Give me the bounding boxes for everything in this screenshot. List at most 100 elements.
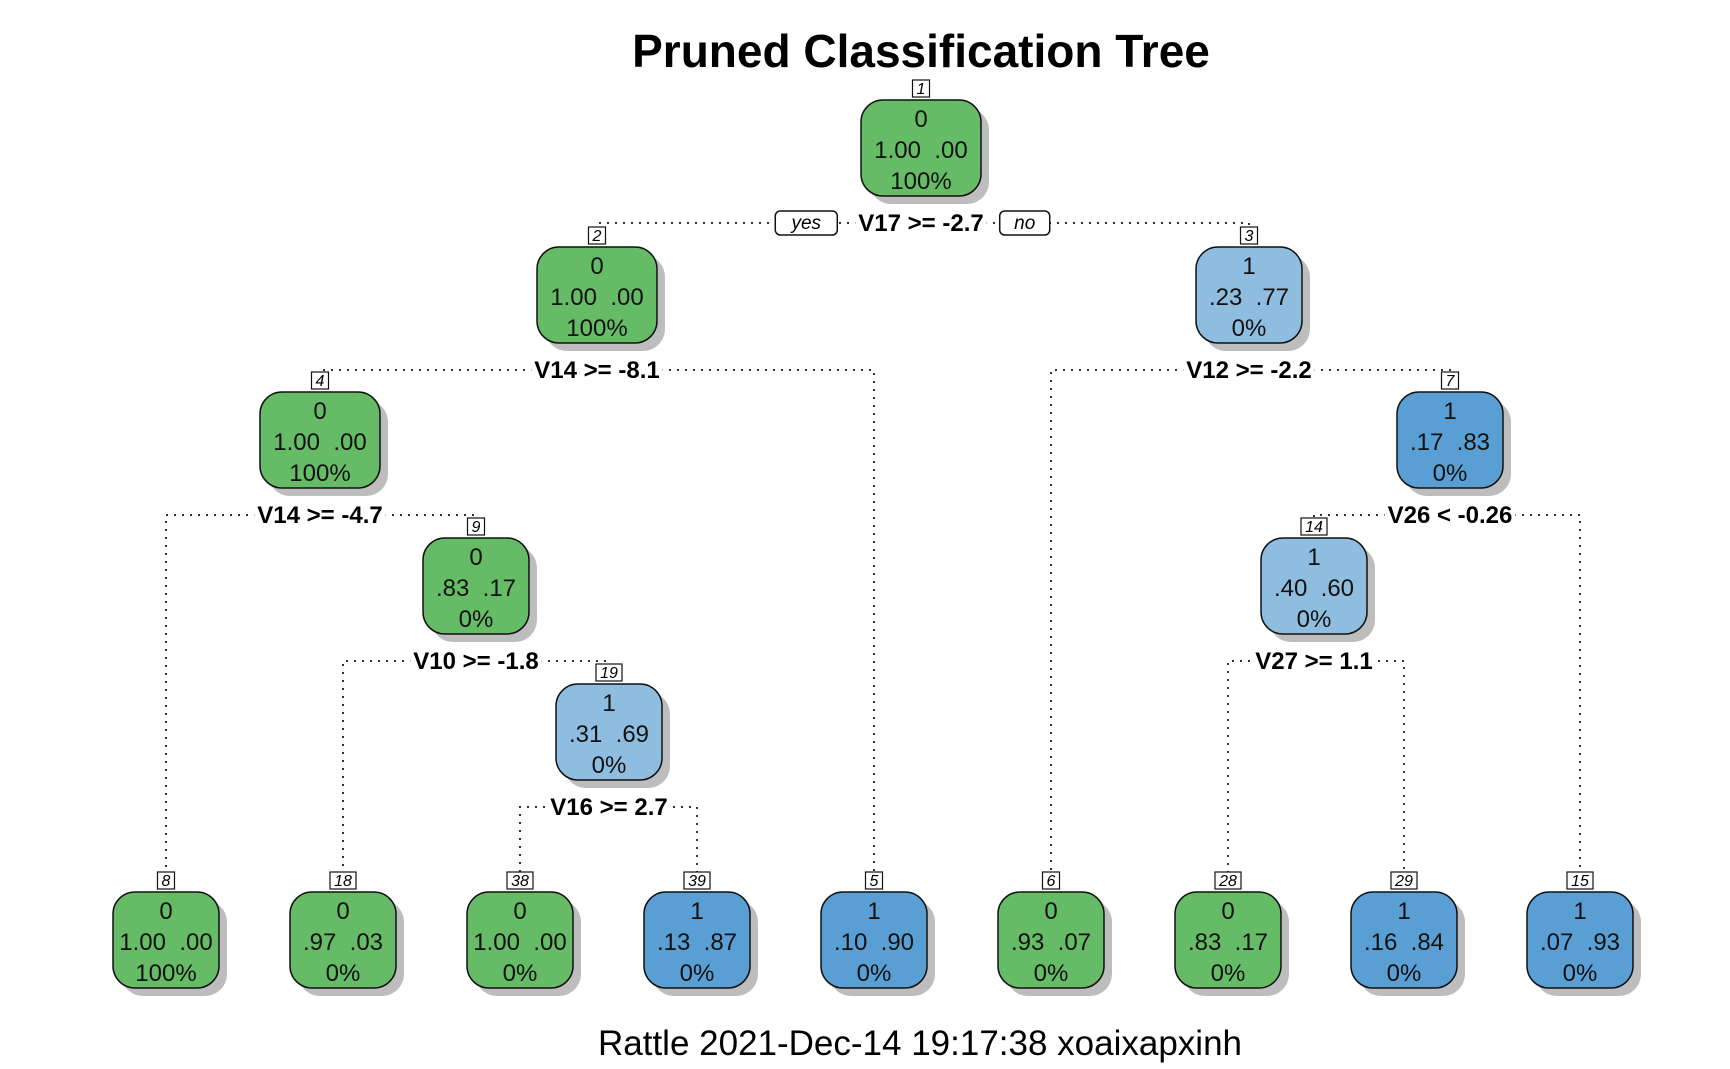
node-id-label: 14 bbox=[1305, 519, 1323, 536]
node-percent: 0% bbox=[459, 606, 494, 633]
split-rule-bg bbox=[1384, 501, 1516, 530]
no-branch-box bbox=[998, 210, 1051, 236]
tree-node-6: 6 0 .93 .07 0% bbox=[997, 871, 1112, 996]
split-rule-4: V14 >= -4.7 bbox=[257, 502, 382, 529]
node-class-label: 0 bbox=[1221, 898, 1234, 925]
node-percent: 100% bbox=[289, 460, 350, 487]
node-class-label: 1 bbox=[867, 898, 880, 925]
tree-edges bbox=[165, 222, 1581, 884]
split-rule-2: V14 >= -8.1 bbox=[534, 357, 659, 384]
split-rule-3: V12 >= -2.2 bbox=[1186, 357, 1311, 384]
node-class-label: 0 bbox=[513, 898, 526, 925]
node-percent: 0% bbox=[680, 960, 715, 987]
node-id-label: 3 bbox=[1245, 228, 1254, 245]
node-id-label: 6 bbox=[1047, 873, 1056, 890]
split-rule-19: V16 >= 2.7 bbox=[550, 794, 667, 821]
tree-node-15: 15 1 .07 .93 0% bbox=[1526, 871, 1641, 996]
edge-19-39 bbox=[609, 806, 698, 884]
split-rule-bg bbox=[1252, 647, 1376, 676]
split-rule-9: V10 >= -1.8 bbox=[413, 648, 538, 675]
node-id-label: 38 bbox=[511, 873, 529, 890]
node-id-box bbox=[329, 871, 357, 890]
node-id-box bbox=[506, 871, 534, 890]
node-probabilities: .97 .03 bbox=[303, 929, 383, 956]
edge-14-28 bbox=[1227, 660, 1314, 884]
node-probabilities: .17 .83 bbox=[1410, 429, 1490, 456]
node-id-label: 18 bbox=[334, 873, 352, 890]
node-id-label: 5 bbox=[870, 873, 879, 890]
node-probabilities: .83 .17 bbox=[436, 575, 516, 602]
node-box bbox=[860, 99, 982, 197]
node-box bbox=[259, 391, 381, 489]
split-rule-7: V26 < -0.26 bbox=[1388, 502, 1513, 529]
node-id-label: 2 bbox=[592, 228, 602, 245]
node-id-label: 29 bbox=[1394, 873, 1413, 890]
tree-node-29: 29 1 .16 .84 0% bbox=[1350, 871, 1465, 996]
node-class-label: 0 bbox=[469, 544, 482, 571]
tree-node-39: 39 1 .13 .87 0% bbox=[643, 871, 758, 996]
node-id-label: 19 bbox=[600, 665, 618, 682]
node-probabilities: .10 .90 bbox=[834, 929, 914, 956]
node-class-label: 0 bbox=[1044, 898, 1057, 925]
node-box bbox=[1195, 246, 1303, 344]
tree-node-7: 7 1 .17 .83 0% bbox=[1396, 371, 1511, 496]
node-probabilities: .83 .17 bbox=[1188, 929, 1268, 956]
node-box bbox=[643, 891, 751, 989]
node-class-label: 1 bbox=[1242, 253, 1255, 280]
node-id-box bbox=[911, 79, 931, 98]
no-branch-label: no bbox=[1014, 213, 1035, 234]
node-id-label: 7 bbox=[1446, 373, 1456, 390]
node-id-box bbox=[1041, 871, 1061, 890]
node-probabilities: .31 .69 bbox=[569, 721, 649, 748]
node-id-box bbox=[466, 517, 486, 536]
node-probabilities: .93 .07 bbox=[1011, 929, 1091, 956]
node-box bbox=[536, 246, 658, 344]
edge-7-15 bbox=[1450, 514, 1581, 884]
node-id-box bbox=[1300, 517, 1328, 536]
node-id-label: 4 bbox=[316, 373, 325, 390]
node-probabilities: 1.00 .00 bbox=[473, 929, 566, 956]
node-box bbox=[1526, 891, 1634, 989]
node-id-box bbox=[1214, 871, 1242, 890]
node-id-label: 9 bbox=[472, 519, 481, 536]
yes-branch-label: yes bbox=[789, 213, 821, 234]
node-box bbox=[1396, 391, 1504, 489]
tree-node-18: 18 0 .97 .03 0% bbox=[289, 871, 404, 996]
node-percent: 0% bbox=[1232, 315, 1267, 342]
node-id-box bbox=[156, 871, 176, 890]
node-percent: 0% bbox=[592, 752, 627, 779]
node-probabilities: .16 .84 bbox=[1364, 929, 1444, 956]
split-rule-bg bbox=[547, 793, 671, 822]
yes-branch-box bbox=[774, 210, 839, 236]
edge-1-3 bbox=[921, 222, 1250, 239]
split-labels: V17 >= -2.7 yes no V14 >= -8.1 V12 >= -2.2 V1… bbox=[254, 209, 1516, 822]
tree-node-1: 1 0 1.00 .00 100% bbox=[860, 79, 989, 204]
node-class-label: 0 bbox=[914, 106, 927, 133]
edge-3-7 bbox=[1249, 369, 1451, 384]
node-box bbox=[422, 537, 530, 635]
node-id-box bbox=[587, 226, 607, 245]
node-box bbox=[1350, 891, 1458, 989]
node-class-label: 1 bbox=[1443, 398, 1456, 425]
node-box bbox=[1260, 537, 1368, 635]
node-box bbox=[289, 891, 397, 989]
tree-node-3: 3 1 .23 .77 0% bbox=[1195, 226, 1310, 351]
node-id-label: 28 bbox=[1218, 873, 1237, 890]
node-percent: 0% bbox=[326, 960, 361, 987]
node-class-label: 1 bbox=[1307, 544, 1320, 571]
node-class-label: 0 bbox=[590, 253, 603, 280]
node-id-box bbox=[683, 871, 711, 890]
split-rule-bg bbox=[531, 356, 663, 385]
node-percent: 100% bbox=[890, 168, 951, 195]
node-box bbox=[820, 891, 928, 989]
edge-3-6 bbox=[1050, 369, 1249, 884]
edge-4-8 bbox=[165, 514, 320, 884]
node-box bbox=[466, 891, 574, 989]
node-percent: 0% bbox=[1563, 960, 1598, 987]
node-probabilities: .40 .60 bbox=[1274, 575, 1354, 602]
node-percent: 0% bbox=[1034, 960, 1069, 987]
node-class-label: 0 bbox=[313, 398, 326, 425]
tree-node-38: 38 0 1.00 .00 0% bbox=[466, 871, 581, 996]
split-rule-1: V17 >= -2.7 bbox=[858, 210, 983, 237]
